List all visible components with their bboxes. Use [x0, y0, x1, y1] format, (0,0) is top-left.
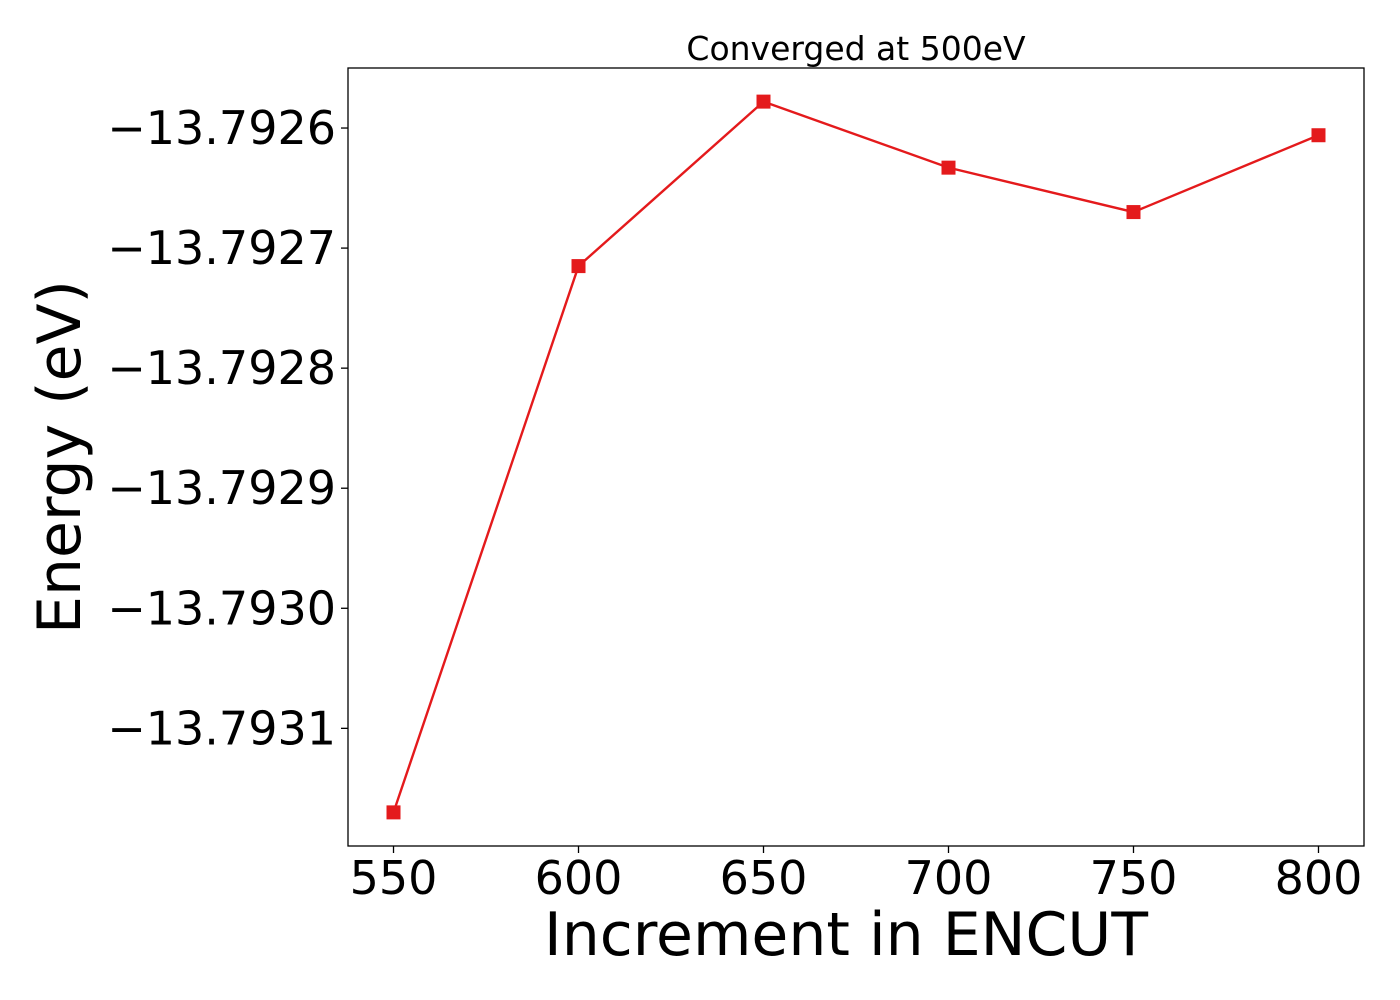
y-tick-label: −13.7930: [107, 581, 336, 635]
data-point-marker: [386, 805, 401, 820]
data-point-marker: [756, 94, 771, 109]
series-line: [392, 100, 1319, 813]
y-tick-label: −13.7929: [107, 461, 336, 515]
x-tick-label: 550: [350, 851, 438, 905]
data-point-marker: [1126, 205, 1141, 220]
y-axis-ticks: −13.7926 −13.7927 −13.7928 −13.7929 −13.7930…: [107, 101, 348, 755]
data-point-marker: [941, 160, 956, 175]
data-point-marker: [571, 259, 586, 274]
x-axis-ticks: 550 600 650 700 750 800: [350, 846, 1363, 905]
x-tick-label: 700: [905, 851, 993, 905]
series-layer: [386, 94, 1326, 820]
y-axis-title: Energy (eV): [25, 280, 95, 634]
y-tick-label: −13.7926: [107, 101, 336, 155]
data-point-marker: [1311, 128, 1326, 143]
plot-frame: [347, 67, 1365, 847]
chart-title: Converged at 500eV: [686, 29, 1026, 68]
x-tick-label: 650: [720, 851, 808, 905]
y-tick-label: −13.7927: [107, 221, 336, 275]
x-tick-label: 750: [1090, 851, 1178, 905]
x-tick-label: 800: [1275, 851, 1363, 905]
x-axis-title: Increment in ENCUT: [544, 900, 1148, 970]
y-tick-label: −13.7931: [107, 701, 336, 755]
x-tick-label: 600: [535, 851, 623, 905]
y-tick-label: −13.7928: [107, 341, 336, 395]
